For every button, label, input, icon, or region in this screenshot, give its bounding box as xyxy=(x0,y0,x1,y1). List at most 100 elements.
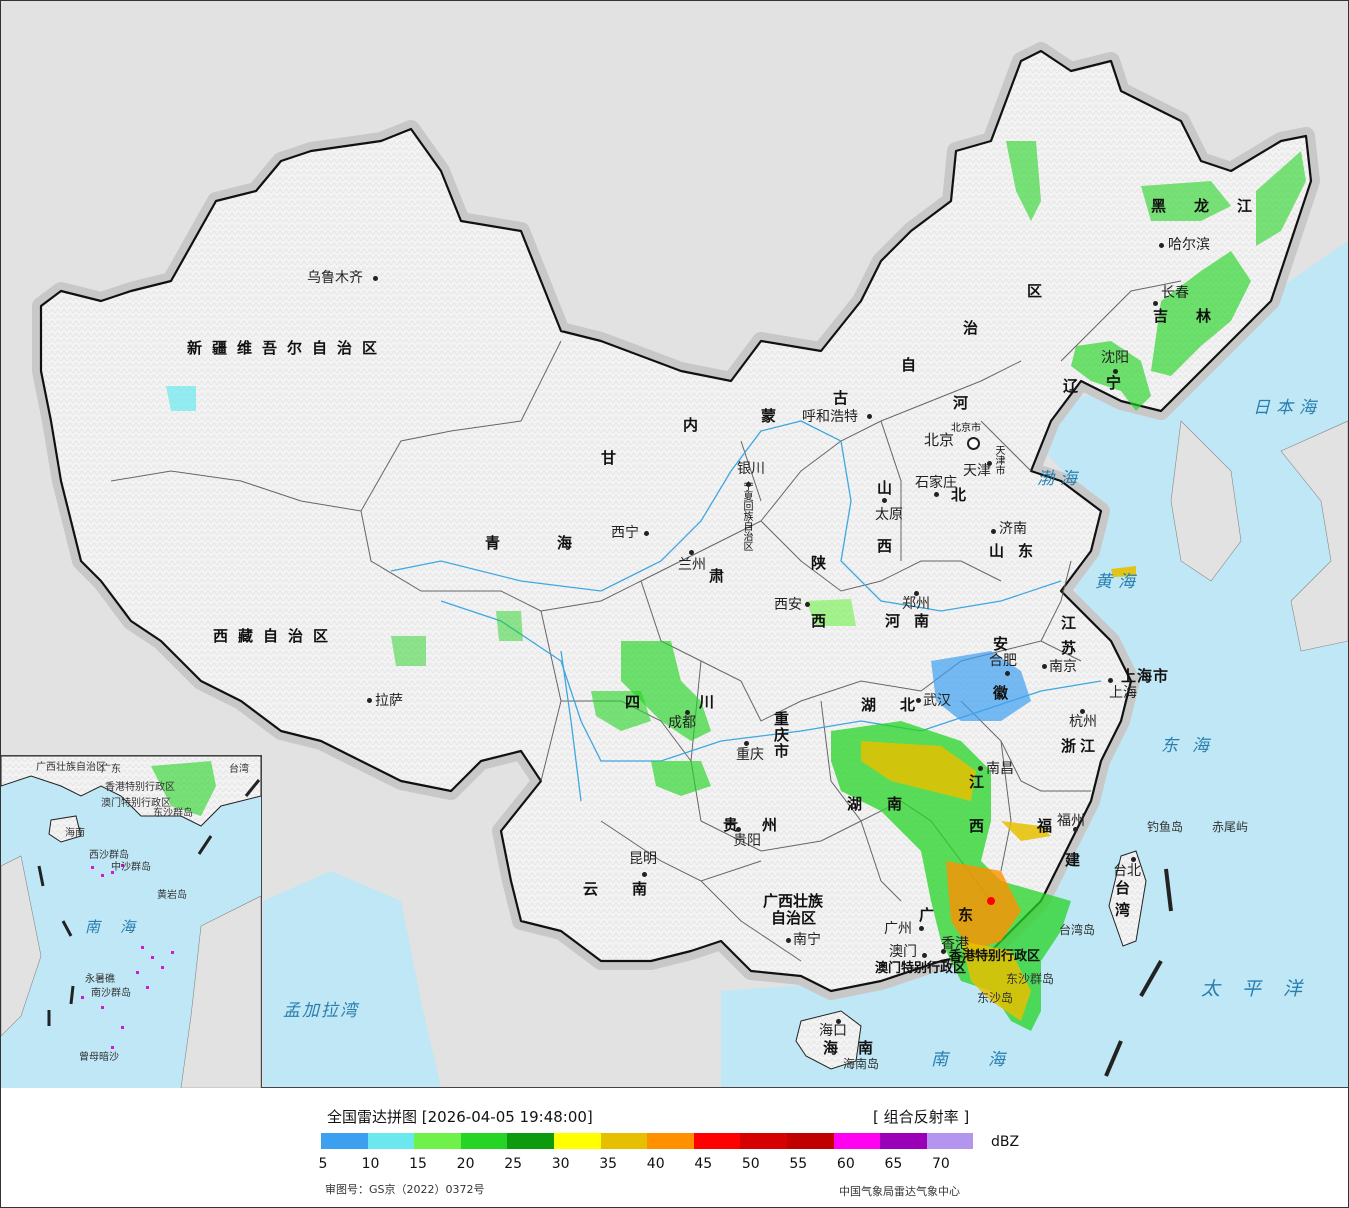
legend-tick: 10 xyxy=(361,1156,380,1172)
province-hainan: 海南 xyxy=(823,1039,894,1057)
province-neimenggu-2: 蒙 xyxy=(761,407,787,425)
legend-tick: 40 xyxy=(646,1156,665,1172)
city-dot-chengdu xyxy=(685,710,690,715)
legend-swatch xyxy=(693,1133,741,1149)
taiwan-land xyxy=(1108,850,1147,947)
city-nanjing: 南京 xyxy=(1049,659,1077,675)
korea-land xyxy=(1170,420,1242,582)
legend-tick: 45 xyxy=(694,1156,713,1172)
legend-tick: 5 xyxy=(318,1156,328,1172)
radar-echoes xyxy=(166,141,1306,1031)
province-guangdong: 广东 xyxy=(919,906,998,924)
legend-tick: 35 xyxy=(599,1156,618,1172)
inset-huangyan: 黄岩岛 xyxy=(157,890,187,901)
legend-swatch xyxy=(833,1133,881,1149)
inset-macau: 澳门特别行政区 xyxy=(101,798,171,809)
legend-tick: 55 xyxy=(789,1156,808,1172)
city-haikou: 海口 xyxy=(819,1023,847,1039)
province-neimenggu-6: 区 xyxy=(1027,282,1053,300)
legend-tick: 70 xyxy=(931,1156,950,1172)
province-neimenggu-1: 内 xyxy=(683,416,709,434)
city-dot-chongqing xyxy=(744,741,749,746)
city-guangzhou: 广州 xyxy=(884,921,912,937)
island-diaoyu: 钓鱼岛 xyxy=(1147,820,1184,834)
province-sichuan-2: 川 xyxy=(699,693,725,711)
province-zhejiang: 浙江 xyxy=(1061,737,1100,755)
city-lhasa: 拉萨 xyxy=(375,693,403,709)
city-shanghai: 上海 xyxy=(1109,685,1137,701)
inset-yongshu: 永暑礁 xyxy=(85,974,115,985)
city-dot-hangzhou xyxy=(1080,709,1085,714)
province-xinjiang: 新疆维吾尔自治区 xyxy=(187,339,388,357)
sea-donghai: 东海 xyxy=(1161,736,1223,756)
province-heilongjiang: 黑龙江 xyxy=(1151,197,1281,215)
legend-swatch xyxy=(880,1133,927,1149)
map-canvas xyxy=(32,42,1348,1087)
province-hebei-2: 北 xyxy=(951,486,977,504)
city-dot-taipei xyxy=(1131,857,1136,862)
legend-swatch xyxy=(926,1133,974,1149)
sea-nanhai: 南海 xyxy=(931,1050,1045,1070)
city-dot-nanjing xyxy=(1042,664,1047,669)
legend-swatch xyxy=(740,1133,787,1149)
city-dot-zhengzhou xyxy=(914,591,919,596)
province-neimenggu-4: 自 xyxy=(901,356,927,374)
city-dot-haikou xyxy=(836,1019,841,1024)
city-dot-lanzhou xyxy=(689,550,694,555)
city-dot-shijiazhuang xyxy=(934,492,939,497)
city-xining: 西宁 xyxy=(611,525,639,541)
province-jiangsu-2: 苏 xyxy=(1061,639,1087,657)
province-taiwan-1: 台 xyxy=(1115,879,1141,897)
city-dot-xining xyxy=(644,531,649,536)
china-mainland xyxy=(39,49,1313,993)
legend-tick: 60 xyxy=(836,1156,855,1172)
province-chongqing: 重庆市 xyxy=(772,711,790,759)
legend-product-type: [ 组合反射率 ] xyxy=(873,1108,970,1126)
inset-dongsha: 东沙群岛 xyxy=(153,808,193,819)
inset-nansha: 南沙群岛 xyxy=(91,988,131,999)
bay-of-bengal xyxy=(263,871,441,1087)
province-liaoning-1: 辽 xyxy=(1063,377,1089,395)
inset-xisha: 西沙群岛 xyxy=(89,850,129,861)
radar-map[interactable]: 新疆维吾尔自治区 西藏自治区 青 海 甘 肃 内 蒙 古 自 治 区 黑龙江 吉… xyxy=(1,1,1348,1089)
city-dot-yinchuan xyxy=(746,482,751,487)
island-hainan: 海南岛 xyxy=(843,1057,880,1071)
city-dot-macau xyxy=(922,953,927,958)
city-dot-changchun xyxy=(1153,301,1158,306)
city-dot-harbin xyxy=(1159,243,1164,248)
legend-swatch xyxy=(600,1133,648,1149)
province-anhui-2: 徽 xyxy=(993,684,1019,702)
city-dot-shenyang xyxy=(1113,369,1118,374)
city-hefei: 合肥 xyxy=(989,653,1017,669)
japan-sea xyxy=(1171,241,1348,471)
city-hongkong: 香港 xyxy=(941,936,969,952)
city-dot-hefei xyxy=(1005,671,1010,676)
legend-unit: dBZ xyxy=(991,1134,1020,1150)
city-tianjin: 天津 xyxy=(963,463,991,479)
province-neimenggu-5: 治 xyxy=(963,319,989,337)
city-dot-urumqi xyxy=(373,276,378,281)
legend-tick: 20 xyxy=(456,1156,475,1172)
japan-land xyxy=(1280,420,1348,652)
inset-guangxi: 广西壮族自治区 xyxy=(36,762,106,773)
legend-tick: 15 xyxy=(409,1156,427,1172)
province-qinghai-2: 海 xyxy=(557,534,583,552)
legend-swatch xyxy=(786,1133,834,1149)
province-henan: 河南 xyxy=(885,612,944,630)
sea-japan: 日本海 xyxy=(1253,398,1322,418)
city-dot-lhasa xyxy=(367,698,372,703)
legend-swatch xyxy=(414,1133,461,1149)
inset-nanhai: 南海 xyxy=(85,918,156,936)
inset-zengmu: 曾母暗沙 xyxy=(79,1052,119,1063)
city-nanchang: 南昌 xyxy=(986,761,1014,777)
city-kunming: 昆明 xyxy=(629,851,657,867)
province-yunnan: 云南 xyxy=(583,880,682,898)
city-jinan: 济南 xyxy=(999,521,1027,537)
city-harbin: 哈尔滨 xyxy=(1168,237,1210,253)
south-china-sea-inset: 广西壮族自治区 广东 台湾 香港特别行政区 澳门特别行政区 东沙群岛 海南 西沙… xyxy=(1,755,262,1089)
province-neimenggu-3: 古 xyxy=(833,389,859,407)
province-gansu-2: 肃 xyxy=(709,567,735,585)
inset-hainan: 海南 xyxy=(65,828,85,839)
inset-hk: 香港特别行政区 xyxy=(105,782,175,793)
city-taipei: 台北 xyxy=(1113,863,1141,879)
